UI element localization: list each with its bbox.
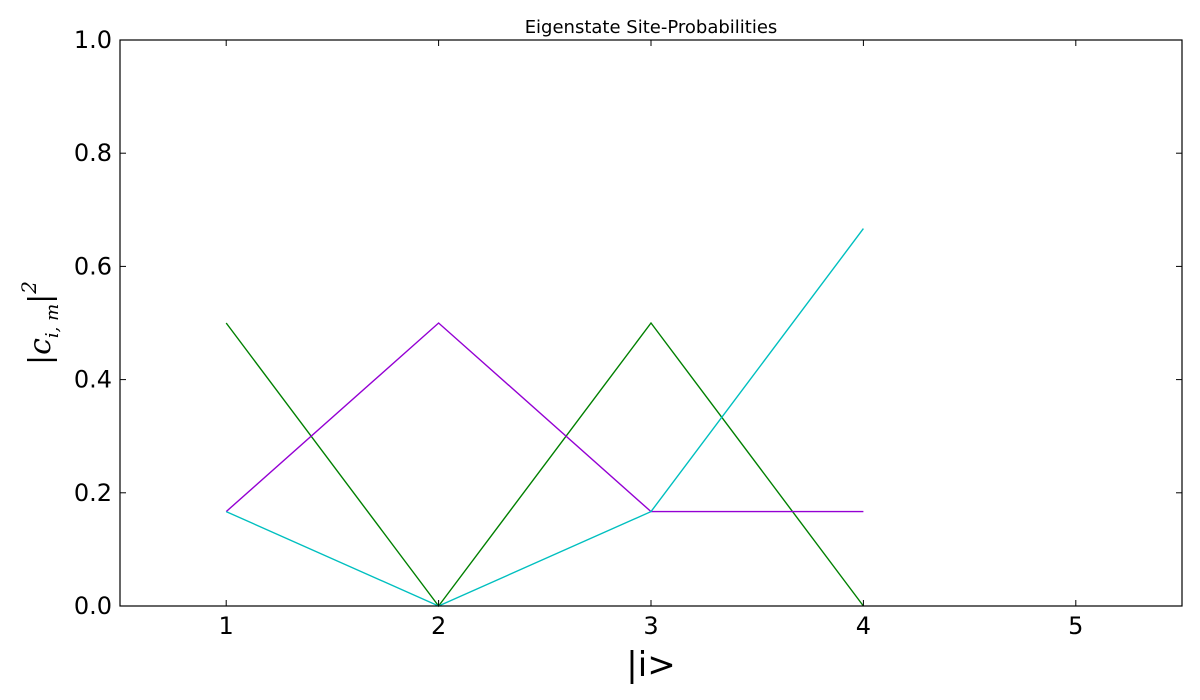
- series-line-1: [225, 321, 864, 608]
- y-axis-label: |ci, m|2: [17, 281, 63, 365]
- ticks-layer: 1 2 3 4 5 0.0 0.2 0.4 0.6 0.8 1.0: [74, 26, 1182, 640]
- y-axis-label-base: |c: [23, 338, 58, 365]
- y-tick-label: 0.6: [74, 252, 112, 280]
- x-tick-label: 3: [643, 612, 658, 640]
- series-layer: [225, 228, 864, 608]
- y-tick-label: 0.0: [74, 592, 112, 620]
- y-tick-label: 0.8: [74, 139, 112, 167]
- x-tick-label: 4: [856, 612, 871, 640]
- series-line-2: [225, 322, 864, 513]
- x-tick-label: 5: [1068, 612, 1083, 640]
- y-axis-label-close: |: [23, 294, 58, 304]
- series-line-3: [225, 228, 864, 607]
- y-tick-label: 1.0: [74, 26, 112, 54]
- chart-title: Eigenstate Site-Probabilities: [525, 17, 778, 38]
- y-tick-label: 0.4: [74, 366, 112, 394]
- x-tick-label: 1: [219, 612, 234, 640]
- x-tick-label: 2: [431, 612, 446, 640]
- x-axis-label: |i>: [626, 645, 675, 685]
- y-axis-label-subscript: i, m: [42, 304, 63, 338]
- y-axis-label-superscript: 2: [17, 281, 41, 295]
- y-tick-label: 0.2: [74, 479, 112, 507]
